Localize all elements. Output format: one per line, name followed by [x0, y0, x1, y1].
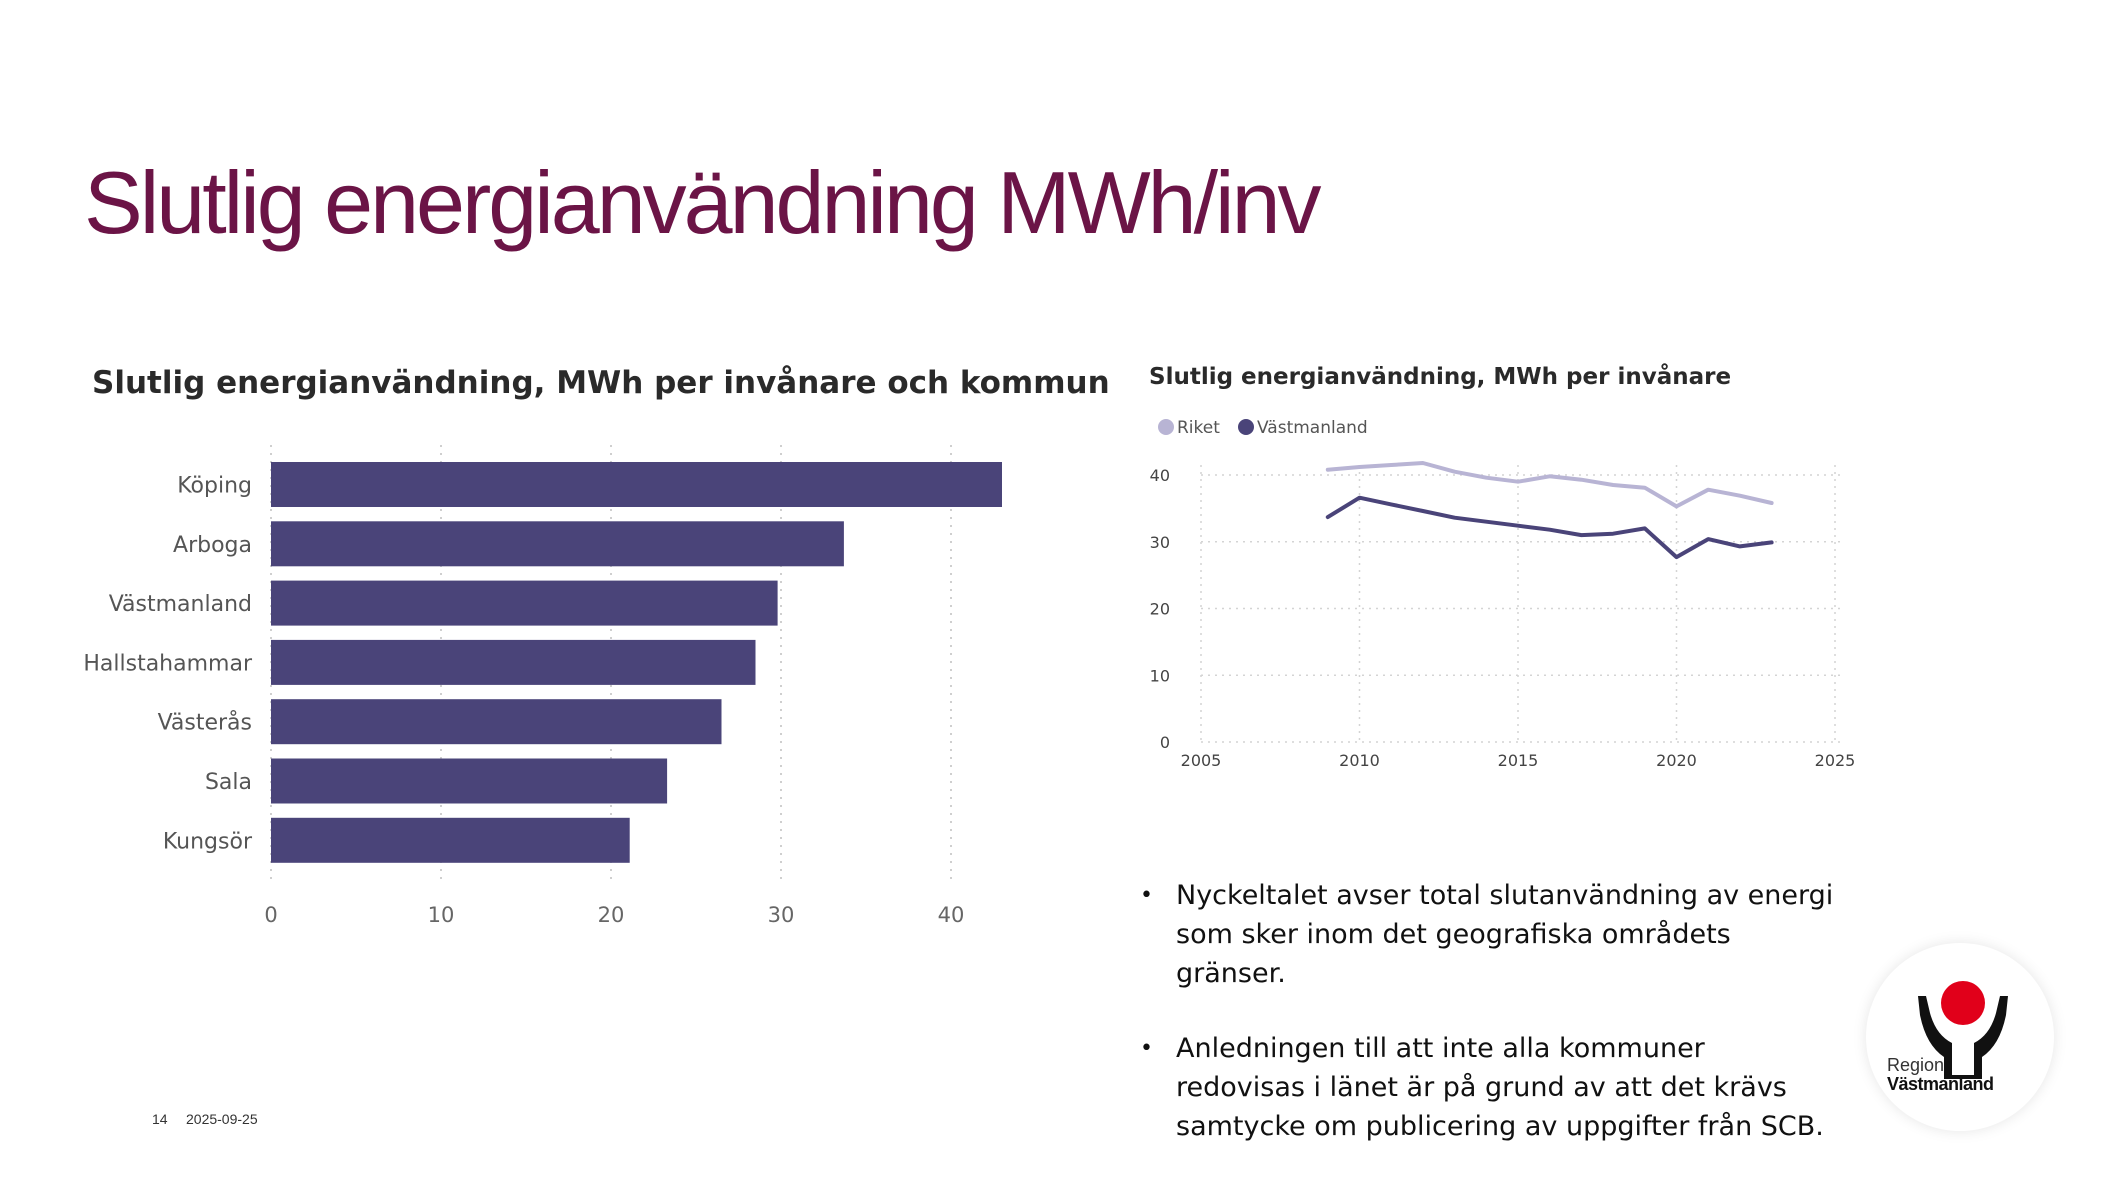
bar — [271, 462, 1002, 507]
logo-red-dot — [1941, 981, 1985, 1025]
bullet-text: Nyckeltalet avser total slutanvändning a… — [1176, 880, 1834, 989]
line-x-tick-label: 2025 — [1815, 751, 1856, 770]
bar-x-tick-label: 40 — [938, 903, 965, 927]
logo-mark — [1918, 981, 2008, 1079]
bar-category-label: Köping — [177, 474, 252, 499]
legend-label: Riket — [1177, 418, 1220, 438]
legend-swatch — [1158, 419, 1174, 435]
bar-x-tick-label: 20 — [598, 903, 625, 927]
line-y-tick-label: 30 — [1150, 533, 1170, 552]
logo-figure — [1918, 996, 2008, 1079]
line-x-tick-label: 2020 — [1656, 751, 1697, 770]
bar-x-tick-label: 30 — [768, 903, 795, 927]
bar-category-label: Arboga — [173, 533, 252, 558]
page-title: Slutlig energianvändning MWh/inv — [84, 153, 1322, 252]
line-x-tick-label: 2005 — [1181, 751, 1222, 770]
bar-x-tick-label: 10 — [428, 903, 455, 927]
legend-swatch — [1238, 419, 1254, 435]
line-y-tick-label: 20 — [1150, 600, 1170, 619]
logo-region-text: Region — [1887, 1055, 1945, 1075]
line-chart-title: Slutlig energianvändning, MWh per invåna… — [1149, 364, 1732, 390]
series-line-västmanland — [1325, 495, 1774, 560]
region-vastmanland-logo: Region Västmanland — [1866, 943, 2054, 1131]
logo-name-text: Västmanland — [1887, 1074, 1994, 1094]
bar — [271, 699, 722, 745]
bar-chart-title: Slutlig energianvändning, MWh per invåna… — [92, 365, 1110, 401]
bar — [271, 758, 668, 804]
bar — [271, 639, 756, 685]
bar-category-label: Sala — [205, 770, 252, 795]
bar-x-tick-label: 0 — [264, 903, 277, 927]
bar-category-label: Kungsör — [163, 829, 253, 854]
bullet-list: • Nyckeltalet avser total slutanvändning … — [1138, 876, 1838, 1182]
bar-category-label: Västerås — [158, 710, 252, 736]
bullet-item: • Nyckeltalet avser total slutanvändning … — [1138, 876, 1838, 993]
bar-category-label: Västmanland — [109, 592, 252, 617]
bullet-dot: • — [1140, 1036, 1153, 1061]
legend-label: Västmanland — [1257, 418, 1368, 438]
line-y-tick-label: 40 — [1150, 466, 1170, 485]
bullet-text: Anledningen till att inte alla kommuner … — [1176, 1033, 1824, 1142]
slide-date: 2025-09-25 — [186, 1111, 258, 1127]
line-y-tick-label: 10 — [1150, 666, 1170, 685]
bar — [271, 521, 844, 567]
line-chart: Riket Västmanland 0 10 20 30 40 2005 2010 2015 202… — [1150, 418, 1856, 770]
series-line-riket — [1325, 461, 1774, 509]
bar — [271, 817, 630, 863]
bar — [271, 580, 778, 626]
bar-category-label: Hallstahammar — [83, 651, 253, 676]
bullet-dot: • — [1140, 883, 1153, 908]
bullet-item: • Anledningen till att inte alla kommuner… — [1138, 1029, 1838, 1146]
line-x-tick-label: 2010 — [1339, 751, 1380, 770]
bar-chart: 0 10 20 30 40 Köping Arboga Västmanland Hallstah… — [83, 445, 1002, 927]
page-number: 14 — [152, 1111, 168, 1127]
line-y-tick-label: 0 — [1160, 733, 1170, 752]
line-x-tick-label: 2015 — [1498, 751, 1539, 770]
